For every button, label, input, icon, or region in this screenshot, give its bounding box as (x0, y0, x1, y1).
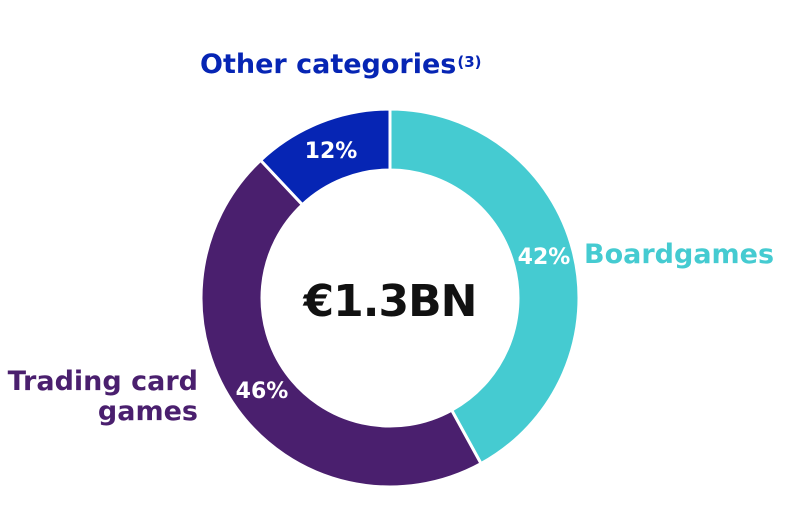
trading-card-games-label: Trading card games (8, 367, 198, 427)
boardgames-percent-label: 42% (518, 245, 571, 270)
donut-slices (199, 107, 581, 489)
other-categories-name: Other categories (200, 49, 457, 80)
boardgames-label: Boardgames (584, 240, 774, 270)
trading-card-games-name-line-1: Trading card (7, 366, 198, 397)
footnote-marker: (3) (457, 53, 482, 71)
boardgames-slice (388, 107, 581, 466)
trading-card-games-name-line-2: games (97, 396, 198, 427)
boardgames-name: Boardgames (584, 239, 775, 270)
center-total-label: €1.3BN (303, 276, 477, 327)
trading-card-games-percent-label: 46% (236, 379, 289, 404)
other-categories-label: Other categories(3) (200, 50, 482, 80)
trading-card-games-slice (199, 158, 484, 489)
other-categories-percent-label: 12% (305, 139, 358, 164)
other-categories-slice (258, 107, 392, 207)
slice-labels: 42% 46% 12% (236, 139, 571, 404)
